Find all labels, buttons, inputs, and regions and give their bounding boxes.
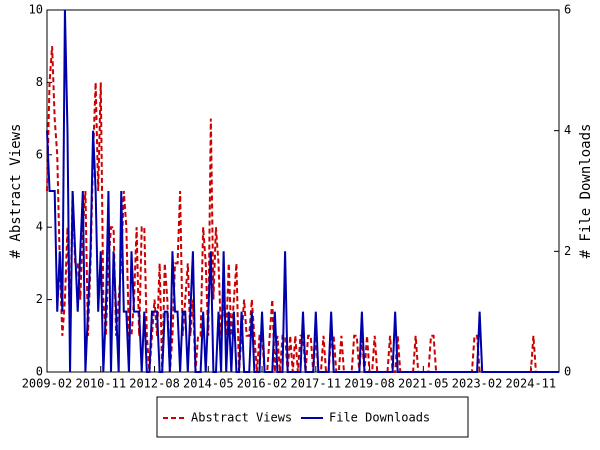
y-tick-label: 2 [36, 292, 43, 306]
x-tick-label: 2012-08 [129, 377, 180, 391]
x-tick-label: 2014-05 [183, 377, 234, 391]
y-tick-label: 0 [36, 365, 43, 379]
x-tick-label: 2010-11 [75, 377, 126, 391]
y2-tick-label: 4 [564, 123, 571, 137]
x-tick-label: 2016-02 [237, 377, 288, 391]
y2-tick-label: 2 [564, 244, 571, 258]
x-tick-label: 2019-08 [344, 377, 395, 391]
x-tick-label: 2009-02 [22, 377, 73, 391]
y-tick-label: 4 [36, 220, 43, 234]
y-axis-label: # Abstract Views [8, 124, 24, 259]
y2-tick-label: 6 [564, 3, 571, 17]
series-line [46, 46, 559, 373]
legend-label: Abstract Views [191, 411, 292, 425]
x-tick-label: 2017-11 [291, 377, 342, 391]
y2-axis-label: # File Downloads [578, 124, 594, 259]
x-tick-label: 2021-05 [398, 377, 449, 391]
series-line [46, 9, 559, 373]
legend-label: File Downloads [329, 411, 430, 425]
y-tick-label: 8 [36, 75, 43, 89]
y2-tick-label: 0 [564, 365, 571, 379]
legend [156, 396, 469, 438]
y-tick-label: 6 [36, 147, 43, 161]
x-tick-label: 2024-11 [506, 377, 557, 391]
y-tick-label: 10 [29, 3, 43, 17]
x-tick-label: 2023-02 [452, 377, 503, 391]
